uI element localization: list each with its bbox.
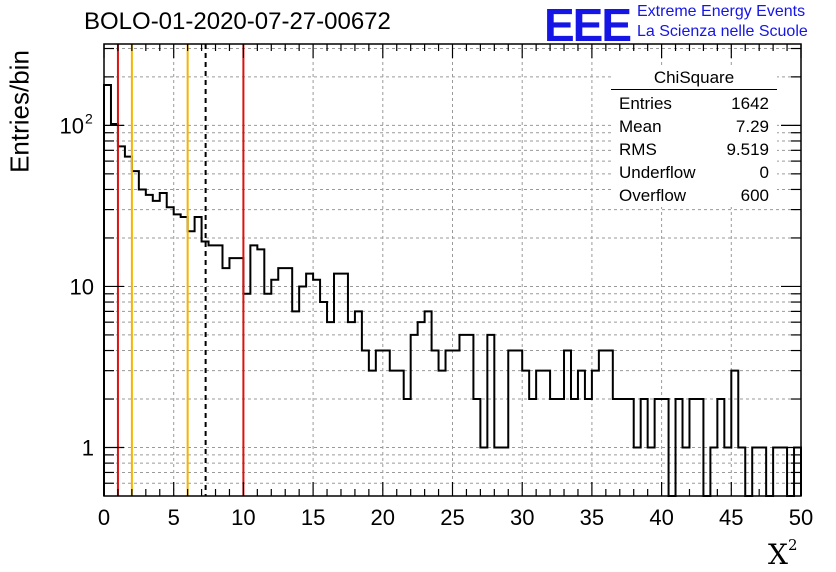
stats-row: Mean 7.29 [611,115,777,138]
stats-label: Underflow [619,163,696,182]
y-tick-label-sup: 2 [85,110,93,126]
stats-title: ChiSquare [611,68,777,90]
histogram-outline [103,84,802,497]
x-axis-label: X2 [768,535,798,571]
y-tick-label: 10 [60,113,84,138]
stats-value: 7.29 [735,117,769,136]
stats-box: ChiSquare Entries 1642 Mean 7.29 RMS 9.519 … [611,68,777,207]
histogram [103,84,802,497]
x-tick-label: 50 [789,505,813,530]
x-tick-label: 35 [580,505,604,530]
y-tick-label: 1 [82,436,94,461]
x-tick-label: 0 [98,505,110,530]
y-axis-label: Entries/bin [4,50,35,173]
stats-value: 600 [740,186,769,205]
x-axis-label-base: X [768,538,788,571]
x-tick-label: 5 [168,505,180,530]
stats-value: 9.519 [726,140,769,159]
x-tick-label: 25 [440,505,464,530]
stats-label: Overflow [619,186,687,205]
stats-label: Entries [619,94,672,113]
logo-text-line1: Extreme Energy Events [637,3,806,20]
x-axis-label-sup: 2 [787,535,798,554]
stats-label: Mean [619,117,662,136]
axis-ticks [103,44,802,496]
stats-row: RMS 9.519 [611,138,777,161]
stats-row: Entries 1642 [611,92,777,115]
reference-lines [116,44,245,496]
stats-row: Underflow 0 [611,161,777,184]
x-tick-label: 15 [301,505,325,530]
x-tick-label: 20 [371,505,395,530]
stats-label: RMS [619,140,657,159]
page-title: BOLO-01-2020-07-27-00672 [84,8,391,35]
logo-text-line2: La Scienza nelle Scuole [637,23,808,40]
stats-row: Overflow 600 [611,184,777,207]
eee-logo: EEE [544,0,632,51]
y-tick-label: 10 [70,274,94,299]
stats-value: 1642 [731,94,769,113]
x-tick-label: 45 [719,505,743,530]
stats-value: 0 [759,163,769,182]
x-tick-label: 40 [649,505,673,530]
x-tick-label: 30 [510,505,534,530]
x-tick-label: 10 [231,505,255,530]
